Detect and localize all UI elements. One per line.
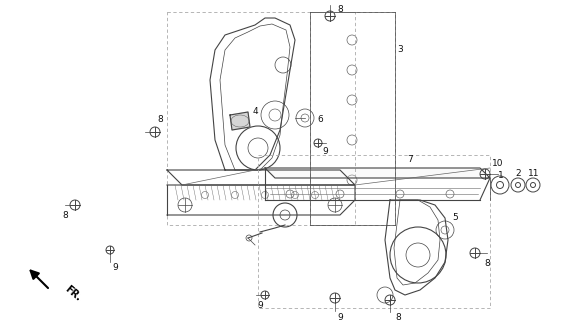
Text: 1: 1: [498, 172, 504, 180]
Text: 10: 10: [492, 158, 504, 167]
Text: 6: 6: [317, 116, 323, 124]
Text: 9: 9: [337, 314, 343, 320]
Text: 8: 8: [337, 5, 343, 14]
Text: FR.: FR.: [63, 284, 83, 303]
Text: 8: 8: [484, 260, 490, 268]
Text: 5: 5: [452, 213, 458, 222]
Text: 2: 2: [515, 170, 521, 179]
Text: 7: 7: [407, 156, 413, 164]
Text: 4: 4: [252, 108, 258, 116]
Text: 9: 9: [112, 263, 118, 273]
Text: 9: 9: [257, 301, 263, 310]
Text: 11: 11: [528, 170, 540, 179]
Polygon shape: [230, 112, 250, 130]
Text: 3: 3: [397, 45, 403, 54]
Text: 8: 8: [395, 314, 401, 320]
Text: 9: 9: [322, 148, 328, 156]
Text: 8: 8: [62, 211, 68, 220]
Text: 8: 8: [157, 116, 163, 124]
Polygon shape: [265, 168, 490, 178]
